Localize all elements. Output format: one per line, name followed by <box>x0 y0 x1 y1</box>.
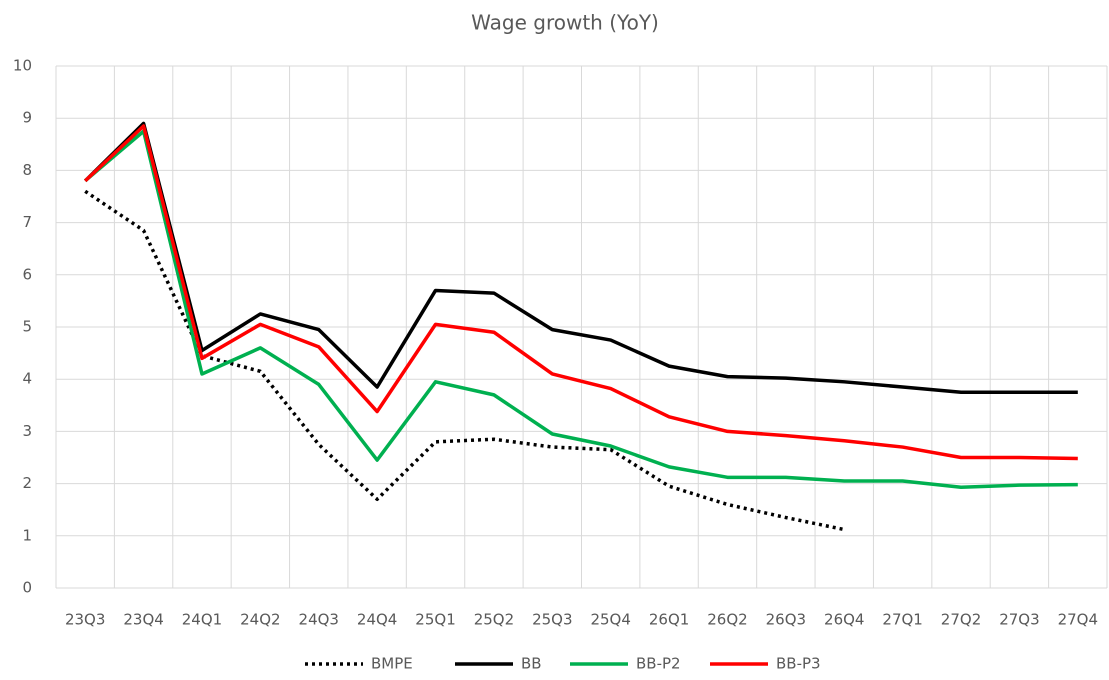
series-line <box>84 129 1078 490</box>
x-tick-label: 23Q3 <box>65 611 105 629</box>
x-tick-label: 26Q2 <box>707 611 747 629</box>
y-tick-label: 10 <box>13 57 32 75</box>
y-tick-label: 8 <box>22 161 32 179</box>
y-tick-label: 4 <box>22 370 32 388</box>
legend-label: BB-P2 <box>636 655 681 673</box>
y-tick-label: 5 <box>22 318 32 336</box>
x-tick-label: 27Q1 <box>882 611 922 629</box>
x-tick-label: 25Q2 <box>474 611 514 629</box>
x-tick-label: 27Q2 <box>941 611 981 629</box>
x-tick-label: 23Q4 <box>123 611 163 629</box>
legend-label: BB-P3 <box>776 655 821 673</box>
y-tick-label: 7 <box>22 213 32 231</box>
y-tick-label: 2 <box>22 474 32 492</box>
x-tick-label: 26Q1 <box>649 611 689 629</box>
x-tick-label: 25Q3 <box>532 611 572 629</box>
y-tick-label: 9 <box>22 109 32 127</box>
x-tick-label: 27Q3 <box>999 611 1039 629</box>
x-tick-label: 24Q2 <box>240 611 280 629</box>
x-tick-label: 24Q3 <box>299 611 339 629</box>
y-tick-label: 1 <box>22 526 32 544</box>
x-tick-label: 27Q4 <box>1058 611 1098 629</box>
x-tick-label: 25Q1 <box>415 611 455 629</box>
y-tick-label: 6 <box>22 265 32 283</box>
series-line <box>83 121 1078 394</box>
series-line <box>84 189 845 532</box>
y-tick-label: 3 <box>22 422 32 440</box>
y-tick-label: 0 <box>22 579 32 597</box>
legend-label: BMPE <box>371 655 413 673</box>
legend-label: BB <box>521 655 542 673</box>
x-tick-label: 25Q4 <box>590 611 630 629</box>
x-tick-label: 26Q4 <box>824 611 864 629</box>
x-tick-label: 24Q1 <box>182 611 222 629</box>
chart-title: Wage growth (YoY) <box>471 11 659 35</box>
series-line <box>83 124 1078 461</box>
x-tick-label: 24Q4 <box>357 611 397 629</box>
x-tick-label: 26Q3 <box>766 611 806 629</box>
